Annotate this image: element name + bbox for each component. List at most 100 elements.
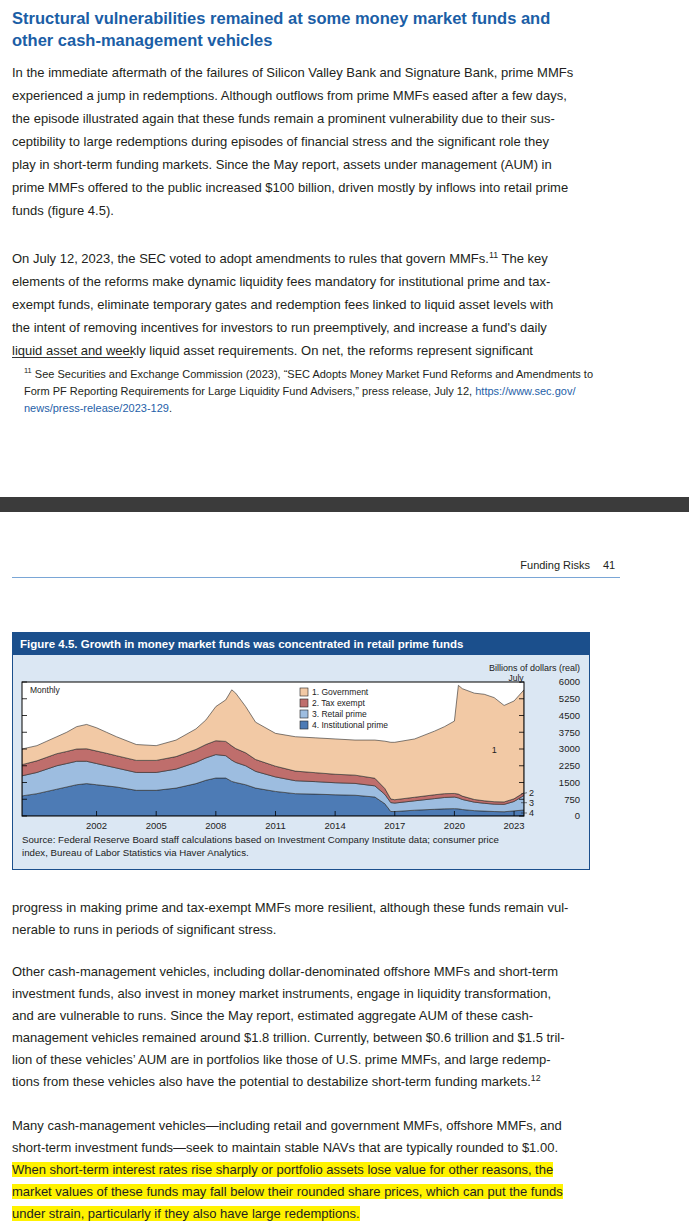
series-label: 4: [529, 808, 534, 818]
legend-label: 2. Tax exempt: [312, 698, 365, 708]
label-leader: [521, 793, 527, 794]
y-tick: [22, 765, 27, 766]
y-tick: [22, 698, 27, 699]
y-tick: [519, 749, 524, 750]
page: Structural vulnerabilities remained at s…: [0, 0, 689, 1225]
text-line: tions from these vehicles also have the …: [12, 1071, 565, 1093]
series-label: 2: [529, 788, 534, 798]
x-tick: [215, 811, 216, 816]
x-tick-label: 2005: [146, 820, 167, 831]
text-line: Many cash-management vehicles—including …: [12, 1115, 563, 1137]
y-tick-label: 5250: [559, 693, 580, 704]
y-tick-label: 1500: [559, 777, 580, 788]
y-tick: [22, 816, 27, 817]
text-line: prime MMFs offered to the public increas…: [12, 176, 573, 199]
figure: Figure 4.5. Growth in money market funds…: [12, 632, 590, 872]
highlighted-text: When short-term interest rates rise shar…: [12, 1162, 553, 1177]
footnote-mark: 11: [489, 249, 498, 259]
series-label: 1: [492, 745, 497, 755]
page-number: 41: [603, 557, 623, 573]
highlighted-text: under strain, particularly if they also …: [12, 1206, 360, 1221]
y-tick: [519, 698, 524, 699]
x-tick: [394, 811, 395, 816]
x-tick: [156, 811, 157, 816]
text-line: other cash-management vehicles: [12, 29, 550, 51]
text-line: the intent of removing incentives for in…: [12, 316, 553, 339]
text-line: exempt funds, eliminate temporary gates …: [12, 293, 553, 316]
text-line: When short-term interest rates rise shar…: [12, 1159, 563, 1181]
x-tick-label: 2020: [444, 820, 465, 831]
text-run: The key: [498, 251, 548, 266]
text-line: short-term investment funds—seek to main…: [12, 1137, 563, 1159]
running-header: Funding Risks: [400, 557, 590, 573]
y-tick: [519, 732, 524, 733]
text-line: the episode illustrated again that these…: [12, 107, 573, 130]
text-line: investment funds, also invest in money m…: [12, 983, 565, 1005]
area-series: [22, 685, 524, 802]
paragraph: progress in making prime and tax-exempt …: [12, 897, 568, 941]
paragraph: On July 12, 2023, the SEC voted to adopt…: [12, 247, 553, 362]
figure-background: [13, 633, 590, 870]
text-run: tions from these vehicles also have the …: [12, 1074, 531, 1089]
text-line: under strain, particularly if they also …: [12, 1203, 563, 1225]
header-rule: [12, 577, 620, 578]
text-line: progress in making prime and tax-exempt …: [12, 897, 568, 919]
x-tick-label: 2008: [205, 820, 226, 831]
page-separator: [0, 497, 689, 512]
paragraph: In the immediate aftermath of the failur…: [12, 61, 573, 222]
highlighted-text: market values of these funds may fall be…: [12, 1184, 563, 1199]
text-line: liquid asset and weekly liquid asset req…: [12, 339, 553, 362]
title-bar: [12, 632, 590, 655]
y-tick: [519, 782, 524, 783]
text-run: .: [169, 402, 172, 414]
x-tick: [275, 811, 276, 816]
y-tick: [22, 799, 27, 800]
text-line: lion of these vehicles’ AUM are in portf…: [12, 1049, 565, 1071]
legend-label: 4. Institutional prime: [312, 720, 388, 730]
link[interactable]: news/press-release/2023-129: [24, 402, 169, 414]
link[interactable]: https://www.sec.gov/: [475, 385, 575, 397]
source-note: Source: Federal Reserve Board staff calc…: [22, 834, 499, 845]
y-tick: [22, 732, 27, 733]
annotation: July: [508, 673, 524, 683]
text-line: nerable to runs in periods of significan…: [12, 919, 568, 941]
y-axis-label: Billions of dollars (real): [489, 663, 580, 673]
y-tick-label: 4500: [559, 710, 580, 721]
x-tick-label: 2011: [265, 820, 285, 831]
y-tick: [519, 799, 524, 800]
legend-label: 3. Retail prime: [312, 709, 367, 719]
series-label: 3: [529, 798, 534, 808]
x-tick-label: 2023: [503, 820, 524, 831]
source-note: index, Bureau of Labor Statistics via Ha…: [22, 847, 249, 858]
text-line: play in short-term funding markets. Sinc…: [12, 153, 573, 176]
plot-background: [22, 682, 524, 816]
chart-subtitle: Monthly: [30, 685, 61, 695]
y-tick: [22, 749, 27, 750]
label-leader: [521, 812, 527, 813]
y-tick-label: 3000: [559, 743, 580, 754]
text-run: Form PF Reporting Requirements for Large…: [24, 385, 475, 397]
y-tick: [519, 765, 524, 766]
legend-swatch: [300, 699, 308, 707]
text-line: funds (figure 4.5).: [12, 199, 573, 222]
text-line: market values of these funds may fall be…: [12, 1181, 563, 1203]
text-line: On July 12, 2023, the SEC voted to adopt…: [12, 247, 553, 270]
y-tick: [22, 715, 27, 716]
footnote: 11 See Securities and Exchange Commissio…: [24, 366, 593, 417]
x-tick: [96, 811, 97, 816]
plot-area: [22, 685, 524, 816]
text-run: See Securities and Exchange Commission (…: [32, 368, 593, 380]
y-tick: [519, 816, 524, 817]
text-line: 11 See Securities and Exchange Commissio…: [24, 366, 593, 383]
legend-label: 1. Government: [312, 687, 369, 697]
text-line: ceptibility to large redemptions during …: [12, 130, 573, 153]
text-line: elements of the reforms make dynamic liq…: [12, 270, 553, 293]
y-tick-label: 2250: [559, 760, 580, 771]
x-tick-label: 2017: [384, 820, 405, 831]
y-tick-label: 0: [575, 810, 580, 821]
footnote-rule: [12, 357, 133, 358]
y-tick-label: 6000: [559, 676, 580, 687]
y-tick: [22, 682, 27, 683]
y-tick: [22, 782, 27, 783]
text-line: experienced a jump in redemptions. Altho…: [12, 84, 573, 107]
